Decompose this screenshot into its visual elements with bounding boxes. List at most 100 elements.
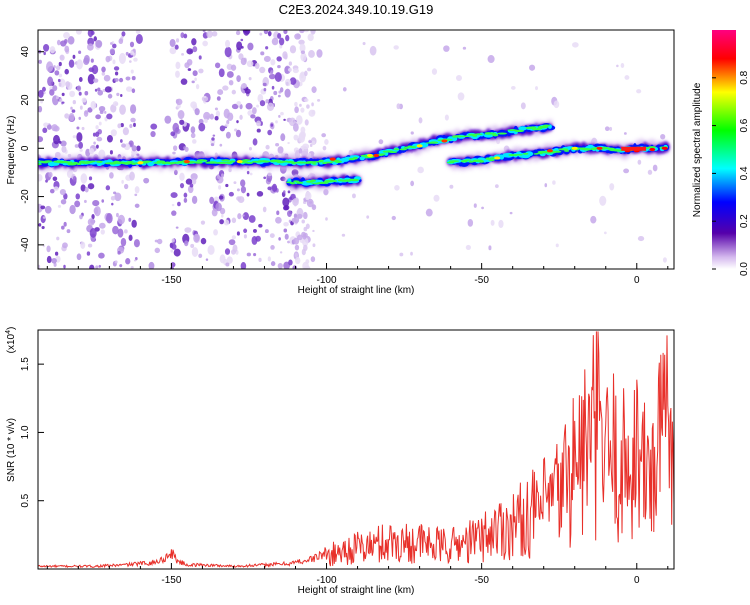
noise-blob [494, 184, 499, 189]
noise-blob [293, 237, 300, 245]
noise-blob [310, 256, 316, 263]
noise-blob [113, 66, 120, 71]
trace-blob [330, 180, 338, 183]
noise-blob [279, 251, 283, 254]
noise-blob [604, 231, 607, 235]
noise-blob [305, 196, 310, 201]
noise-blob [294, 244, 300, 251]
noise-blob [473, 203, 477, 208]
noise-blob [267, 186, 272, 191]
noise-blob [252, 228, 257, 233]
noise-blob [110, 104, 117, 113]
noise-blob [67, 36, 75, 45]
noise-blob [244, 88, 251, 94]
snr-series-line [38, 331, 674, 569]
noise-blob [239, 104, 243, 110]
noise-blob [112, 59, 116, 65]
noise-blob [90, 58, 94, 63]
noise-blob [169, 47, 177, 55]
noise-blob [218, 185, 222, 190]
noise-blob [301, 248, 306, 256]
noise-blob [242, 212, 250, 221]
noise-blob [265, 144, 270, 150]
noise-blob [49, 188, 55, 194]
noise-blob [123, 229, 128, 234]
noise-blob [170, 192, 178, 198]
noise-blob [263, 30, 269, 35]
noise-blob [111, 202, 114, 206]
trace-blob [76, 162, 82, 166]
noise-blob [47, 76, 54, 87]
noise-blob [116, 92, 120, 97]
noise-blob [267, 129, 273, 136]
noise-blob [98, 252, 105, 259]
noise-blob [207, 245, 215, 255]
noise-blob [121, 143, 126, 148]
trace-blob [401, 146, 406, 150]
noise-blob [218, 68, 225, 78]
noise-blob [183, 192, 188, 198]
noise-blob [226, 119, 230, 125]
noise-blob [128, 60, 132, 63]
noise-blob [394, 184, 400, 191]
noise-blob [487, 55, 495, 64]
noise-blob [270, 123, 274, 127]
noise-blob [63, 221, 67, 227]
noise-blob [219, 143, 223, 147]
noise-blob [38, 264, 41, 269]
noise-blob [293, 134, 299, 141]
noise-blob [91, 64, 99, 75]
trace-blob [488, 159, 495, 162]
noise-blob [217, 89, 224, 96]
noise-blob [222, 85, 229, 91]
trace-blob [564, 149, 570, 152]
noise-blob [510, 85, 516, 90]
noise-blob [223, 219, 230, 226]
noise-blob [46, 124, 52, 130]
noise-blob [78, 141, 83, 149]
noise-blob [143, 177, 150, 184]
trace-blob [647, 146, 657, 149]
trace-blob [38, 163, 42, 166]
noise-blob [311, 109, 316, 115]
noise-blob [59, 188, 67, 196]
trace-blob [518, 126, 528, 131]
noise-blob [54, 251, 59, 256]
noise-blob [80, 184, 86, 192]
noise-blob [211, 137, 215, 141]
trace-blob [388, 151, 398, 154]
noise-blob [187, 68, 192, 72]
spectrogram-panel: -150 -100 -50 0 -40 -20 0 20 40 Height of strai… [6, 29, 675, 296]
noise-blob [101, 71, 106, 76]
noise-blob [270, 69, 274, 74]
noise-blob [129, 124, 133, 129]
noise-blob [277, 33, 282, 39]
trace-hotspot [494, 156, 501, 160]
trace-layer [286, 178, 359, 185]
trace-blob [142, 160, 153, 163]
spectrogram-y-tick-label: 20 [20, 94, 31, 106]
noise-blob [265, 46, 269, 50]
noise-blob [92, 132, 96, 137]
noise-blob [299, 103, 302, 107]
noise-blob [59, 98, 63, 103]
noise-blob [120, 94, 123, 98]
noise-blob [97, 89, 104, 96]
noise-blob [590, 215, 597, 224]
noise-blob [95, 265, 99, 269]
noise-blob [304, 119, 309, 126]
noise-blob [120, 237, 127, 247]
noise-blob [240, 186, 247, 194]
noise-blob [271, 37, 279, 46]
snr-multiplier-exp: 4 [5, 330, 12, 334]
trace-hotspot [416, 144, 423, 148]
noise-blob [136, 153, 140, 157]
noise-blob [64, 45, 70, 53]
noise-blob [278, 37, 285, 46]
noise-blob [94, 88, 98, 92]
noise-blob [509, 211, 513, 215]
trace-peak-bar [621, 146, 647, 151]
noise-blob [294, 106, 299, 114]
noise-blob [45, 179, 48, 183]
noise-blob [240, 262, 247, 269]
